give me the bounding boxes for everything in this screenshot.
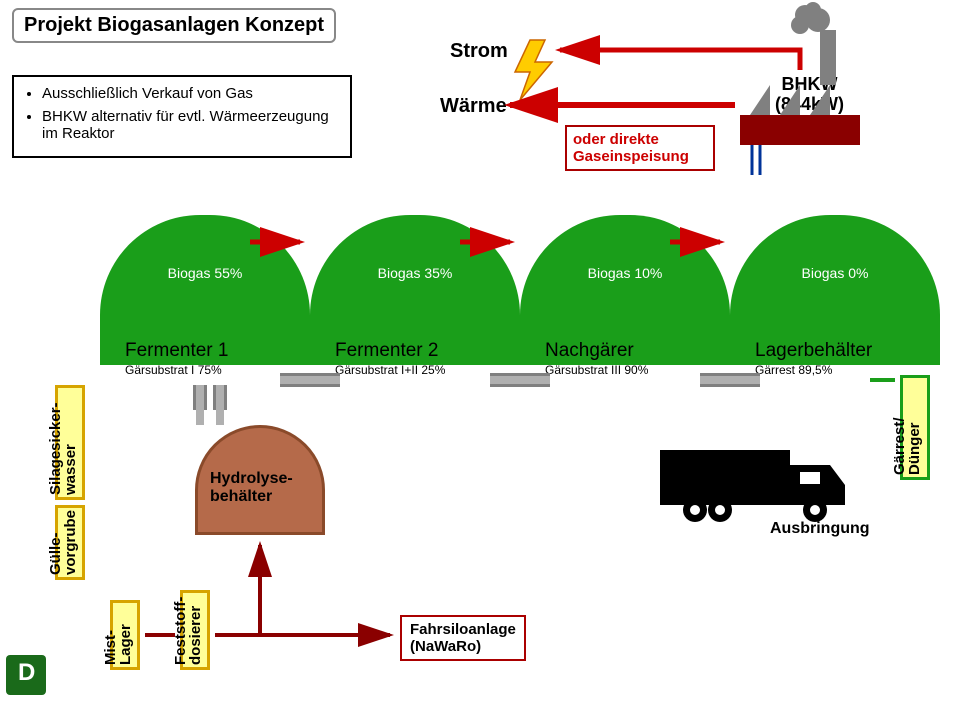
mist-label: Mist- Lager <box>103 624 133 665</box>
stage-sub-0: Gärsubstrat I 75% <box>125 363 222 377</box>
hydro-label: Hydrolyse- behälter <box>210 470 293 506</box>
stage-name-3: Lagerbehälter <box>755 340 872 362</box>
gasein-box: oder direkte Gaseinspeisung <box>565 125 715 171</box>
stage-sub-1: Gärsubstrat I+II 25% <box>335 363 445 377</box>
ausbringung-label: Ausbringung <box>770 520 870 538</box>
fahrsilo-box: Fahrsiloanlage (NaWaRo) <box>400 615 526 661</box>
stage-sub-2: Gärsubstrat III 90% <box>545 363 648 377</box>
logo-icon <box>6 655 46 695</box>
fest-label: Feststoff- dosierer <box>173 597 203 665</box>
strom-label: Strom <box>450 40 508 63</box>
bhkw-line1: BHKW <box>782 74 838 94</box>
bullet-1: Ausschließlich Verkauf von Gas <box>42 85 340 102</box>
dome-biogas-3: Biogas 0% <box>730 215 940 281</box>
stage-name-2: Nachgärer <box>545 340 634 362</box>
stage-name-1: Fermenter 2 <box>335 340 438 362</box>
dome-biogas-1: Biogas 35% <box>310 215 520 281</box>
lightning-icon <box>515 40 552 100</box>
truck-icon <box>660 450 845 522</box>
options-box: Ausschließlich Verkauf von Gas BHKW alte… <box>12 75 352 158</box>
stage-name-0: Fermenter 1 <box>125 340 228 362</box>
dome-biogas-2: Biogas 10% <box>520 215 730 281</box>
warme-label: Wärme <box>440 95 507 118</box>
page-title: Projekt Biogasanlagen Konzept <box>12 8 336 43</box>
bullet-2: BHKW alternativ für evtl. Wärmeerzeugung… <box>42 108 340 142</box>
bhkw-line2: (844kW) <box>775 94 844 114</box>
silage-label: Silagesicker- wasser <box>48 402 78 495</box>
stage-sub-3: Gärrest 89,5% <box>755 363 832 377</box>
dome-biogas-0: Biogas 55% <box>100 215 310 281</box>
gaerrest-label: Gärrest/ Dünger <box>892 417 922 475</box>
guelle-label: Gülle- vorgrube <box>48 510 78 575</box>
bhkw-label: BHKW (844kW) <box>775 75 844 115</box>
